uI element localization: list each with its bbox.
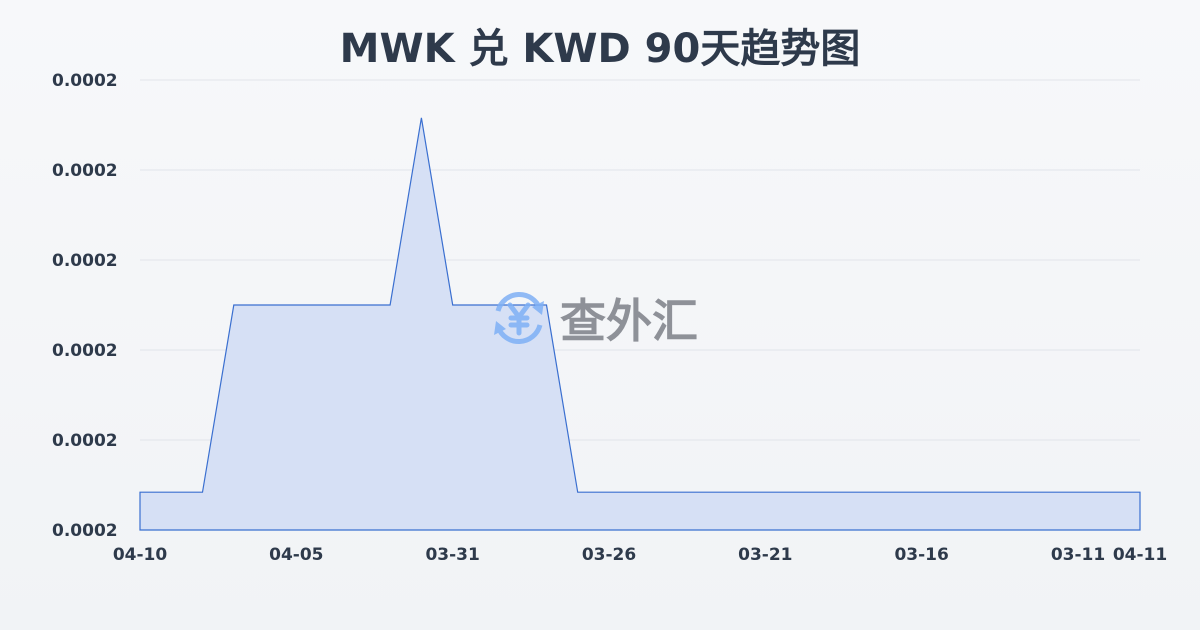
x-tick-label: 03-31 — [425, 545, 479, 565]
yen-exchange-icon — [494, 291, 544, 345]
y-tick-label: 0.0002 — [52, 341, 118, 361]
watermark-text: 查外汇 — [560, 294, 698, 348]
x-tick-label: 03-21 — [738, 545, 792, 565]
x-tick-label: 03-16 — [894, 545, 948, 565]
area-fill — [140, 117, 1140, 531]
x-tick-label: 03-26 — [582, 545, 636, 565]
x-tick-label: 03-11 — [1051, 545, 1105, 565]
x-tick-label: 04-10 — [113, 545, 168, 565]
watermark: 查外汇 — [488, 285, 698, 351]
y-tick-label: 0.0002 — [52, 251, 118, 271]
y-tick-label: 0.0002 — [52, 521, 118, 541]
y-tick-label: 0.0002 — [52, 431, 118, 451]
y-tick-label: 0.0002 — [52, 71, 118, 91]
x-tick-label: 04-11 — [1113, 545, 1167, 565]
chart-title: MWK 兑 KWD 90天趋势图 — [339, 26, 861, 72]
y-tick-label: 0.0002 — [52, 161, 118, 181]
x-tick-label: 04-05 — [269, 545, 323, 565]
